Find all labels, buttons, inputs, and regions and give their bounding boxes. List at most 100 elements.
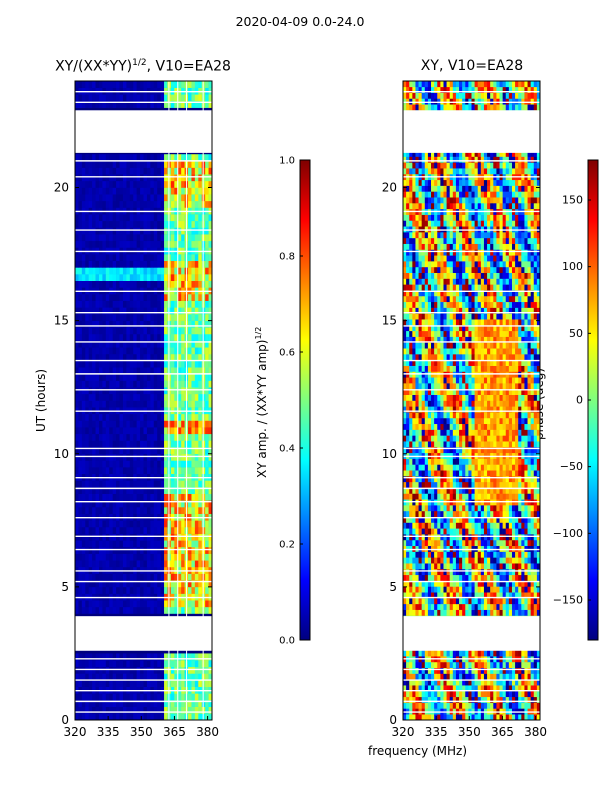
left-heatmap-cell xyxy=(85,453,89,461)
left-heatmap-cell xyxy=(157,693,161,701)
right-heatmap-cell xyxy=(524,516,528,523)
left-heatmap-cell xyxy=(140,606,144,614)
left-heatmap-cell xyxy=(105,520,110,528)
left-heatmap-cell xyxy=(198,420,203,428)
left-heatmap-cell xyxy=(78,467,83,475)
left-heatmap-cell xyxy=(146,81,151,88)
left-heatmap-cell xyxy=(78,487,83,494)
left-heatmap-cell xyxy=(85,367,89,375)
right-heatmap-cell xyxy=(465,609,469,616)
left-heatmap-cell xyxy=(133,447,137,455)
left-heatmap-cell xyxy=(140,214,144,222)
left-heatmap-cell xyxy=(208,160,213,168)
left-heatmap-cell xyxy=(153,706,158,714)
left-heatmap-cell xyxy=(150,254,155,262)
left-heatmap-cell xyxy=(157,560,161,568)
left-heatmap-cell xyxy=(198,666,203,674)
left-heatmap-cell xyxy=(75,214,79,222)
left-heatmap-cell xyxy=(126,267,131,275)
right-heatmap-cell xyxy=(505,586,510,593)
right-heatmap-cell xyxy=(446,545,450,552)
left-heatmap-cell xyxy=(143,460,148,468)
left-heatmap-cell xyxy=(174,507,179,514)
right-heatmap-cell xyxy=(462,534,466,541)
left-heatmap-cell xyxy=(98,154,103,162)
right-heatmap-cell xyxy=(490,568,494,576)
right-heatmap-cell xyxy=(415,679,419,686)
left-heatmap-cell xyxy=(181,194,185,202)
right-heatmap-cell xyxy=(418,685,422,692)
left-heatmap-cell xyxy=(174,194,179,202)
right-heatmap-cell xyxy=(449,470,454,477)
right-heatmap-cell xyxy=(477,545,482,552)
right-heatmap-cell xyxy=(521,586,525,593)
right-heatmap-cell xyxy=(477,505,482,512)
right-heatmap-cell xyxy=(505,592,510,599)
right-heatmap-cell xyxy=(536,516,541,523)
left-heatmap-cell xyxy=(81,666,86,674)
left-heatmap-cell xyxy=(174,260,179,268)
right-heatmap-cell xyxy=(462,714,466,721)
left-heatmap-cell xyxy=(188,413,192,421)
right-heatmap-cell xyxy=(427,690,432,698)
right-heatmap-cell xyxy=(487,679,491,686)
left-heatmap-cell xyxy=(85,200,89,208)
left-heatmap-cell xyxy=(81,214,86,222)
left-heatmap-cell xyxy=(81,533,86,541)
left-heatmap-cell xyxy=(157,700,161,707)
left-heatmap-cell xyxy=(208,427,213,435)
left-heatmap-cell xyxy=(88,200,93,208)
left-heatmap-cell xyxy=(116,586,120,594)
left-heatmap-cell xyxy=(191,100,196,108)
left-heatmap-cell xyxy=(170,174,175,182)
right-heatmap-cell xyxy=(502,545,507,552)
right-heatmap-cell xyxy=(490,679,494,686)
left-heatmap-cell xyxy=(129,174,134,182)
right-heatmap-cell xyxy=(536,539,541,547)
right-heatmap-cell xyxy=(505,679,510,686)
right-heatmap-cell xyxy=(515,516,519,523)
left-heatmap-cell xyxy=(174,294,179,301)
right-heatmap-cell xyxy=(409,528,413,535)
right-heatmap-cell xyxy=(505,505,510,512)
left-heatmap-cell xyxy=(81,200,86,208)
left-heatmap-cell xyxy=(157,573,161,581)
left-heatmap-cell xyxy=(85,353,89,361)
left-heatmap-cell xyxy=(92,487,96,494)
left-heatmap-cell xyxy=(136,340,141,348)
left-heatmap-cell xyxy=(208,493,213,501)
left-heatmap-cell xyxy=(191,700,196,707)
left-heatmap-cell xyxy=(102,100,107,108)
left-heatmap-cell xyxy=(116,347,120,355)
right-heatmap-cell xyxy=(527,510,531,517)
right-heatmap-cell xyxy=(446,609,450,616)
left-heatmap-cell xyxy=(122,553,127,561)
right-heatmap-cell xyxy=(477,598,482,605)
left-heatmap-cell xyxy=(95,300,100,308)
right-heatmap-cell xyxy=(496,557,500,564)
left-heatmap-cell xyxy=(191,294,196,301)
left-heatmap-cell xyxy=(88,307,93,315)
left-heatmap-cell xyxy=(146,693,151,701)
left-heatmap-cell xyxy=(140,187,144,195)
left-heatmap-cell xyxy=(174,453,179,461)
right-heatmap-cell xyxy=(483,574,488,581)
right-heatmap-cell xyxy=(530,563,535,570)
right-heatmap-cell xyxy=(424,505,429,512)
left-heatmap-cell xyxy=(181,240,185,248)
left-heatmap-cell xyxy=(140,360,144,368)
right-heatmap-cell xyxy=(496,667,500,674)
left-heatmap-cell xyxy=(188,274,192,281)
left-heatmap-cell xyxy=(78,526,83,534)
left-heatmap-cell xyxy=(133,280,137,288)
left-heatmap-cell xyxy=(85,420,89,428)
left-heatmap-cell xyxy=(136,180,141,188)
left-heatmap-cell xyxy=(150,453,155,461)
right-heatmap-cell xyxy=(468,476,472,483)
left-heatmap-cell xyxy=(140,227,144,235)
right-heatmap-cell xyxy=(412,586,416,593)
left-heatmap-cell xyxy=(78,400,83,408)
left-heatmap-cell xyxy=(177,160,182,168)
left-heatmap-cell xyxy=(153,546,158,554)
right-heatmap-cell xyxy=(511,690,516,698)
